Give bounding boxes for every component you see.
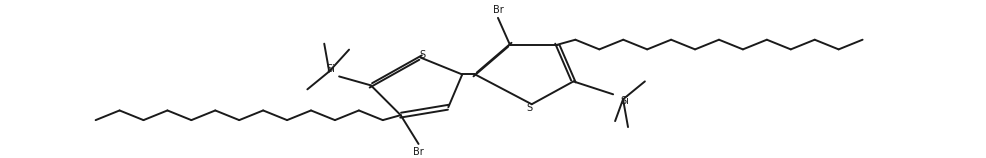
Text: Br: Br	[493, 5, 503, 15]
Text: Si: Si	[326, 64, 335, 74]
Text: S: S	[527, 103, 532, 113]
Text: S: S	[419, 50, 426, 60]
Text: Br: Br	[413, 147, 424, 157]
Text: Si: Si	[620, 96, 629, 106]
